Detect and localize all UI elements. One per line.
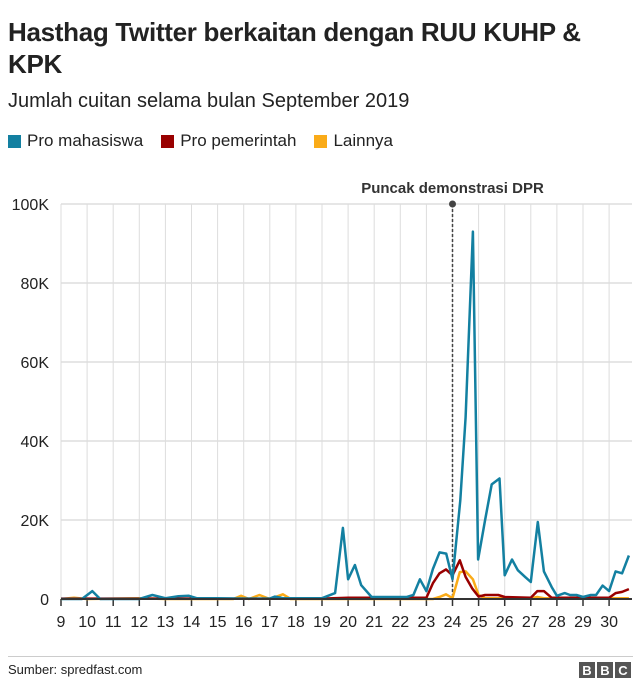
legend-item-pro-pemerintah: Pro pemerintah xyxy=(161,131,296,151)
source-note: Sumber: spredfast.com xyxy=(8,662,143,677)
x-tick-label: 22 xyxy=(391,614,409,631)
x-tick-label: 10 xyxy=(78,614,96,631)
legend-label: Pro pemerintah xyxy=(180,131,297,150)
annotation-label: Puncak demonstrasi DPR xyxy=(361,180,544,197)
series-line-pro-mahasiswa xyxy=(61,230,631,601)
series-line-pro-pemerintah xyxy=(61,559,630,600)
chart-title: Hasthag Twitter berkaitan dengan RUU KUH… xyxy=(8,17,581,79)
x-tick-label: 12 xyxy=(130,614,148,631)
x-tick-label: 30 xyxy=(600,614,618,631)
x-tick-label: 28 xyxy=(548,614,566,631)
x-tick-label: 19 xyxy=(313,614,331,631)
y-tick-label: 0 xyxy=(40,592,49,609)
legend-item-pro-mahasiswa: Pro mahasiswa xyxy=(8,131,143,151)
x-tick-label: 13 xyxy=(157,614,175,631)
x-tick-label: 23 xyxy=(418,614,436,631)
x-tick-label: 29 xyxy=(574,614,592,631)
legend: Pro mahasiswa Pro pemerintah Lainnya xyxy=(8,131,393,151)
x-tick-label: 25 xyxy=(470,614,488,631)
x-tick-label: 21 xyxy=(365,614,383,631)
y-tick-label: 60K xyxy=(21,355,50,372)
series-line-lainnya xyxy=(60,570,629,601)
x-tick-label: 11 xyxy=(105,614,122,631)
legend-item-lainnya: Lainnya xyxy=(314,131,393,151)
x-tick-label: 20 xyxy=(339,614,357,631)
x-tick-label: 15 xyxy=(209,614,227,631)
x-tick-label: 18 xyxy=(287,614,305,631)
legend-swatch xyxy=(161,134,175,148)
legend-label: Lainnya xyxy=(333,131,394,150)
legend-swatch xyxy=(314,134,328,148)
legend-label: Pro mahasiswa xyxy=(27,131,144,150)
chart-subtitle: Jumlah cuitan selama bulan September 201… xyxy=(8,90,410,112)
x-tick-label: 26 xyxy=(496,614,514,631)
x-tick-label: 17 xyxy=(261,614,279,631)
line-chart: 9 10 11 12 13 14 15 16 17 18 19 20 21 22 23 24 25 26 27 28 2… xyxy=(12,180,632,631)
x-tick-label: 9 xyxy=(57,614,66,631)
x-tick-label: 14 xyxy=(183,614,201,631)
y-tick-label: 40K xyxy=(21,434,50,451)
legend-swatch xyxy=(8,134,21,148)
x-tick-label: 16 xyxy=(235,614,253,631)
y-tick-label: 20K xyxy=(21,513,50,530)
y-tick-label: 100K xyxy=(12,197,50,214)
footer-divider xyxy=(8,656,633,657)
annotation-dot xyxy=(449,200,456,208)
x-tick-label: 27 xyxy=(522,614,540,631)
x-tick-label: 24 xyxy=(444,614,462,631)
y-tick-label: 80K xyxy=(21,276,50,293)
